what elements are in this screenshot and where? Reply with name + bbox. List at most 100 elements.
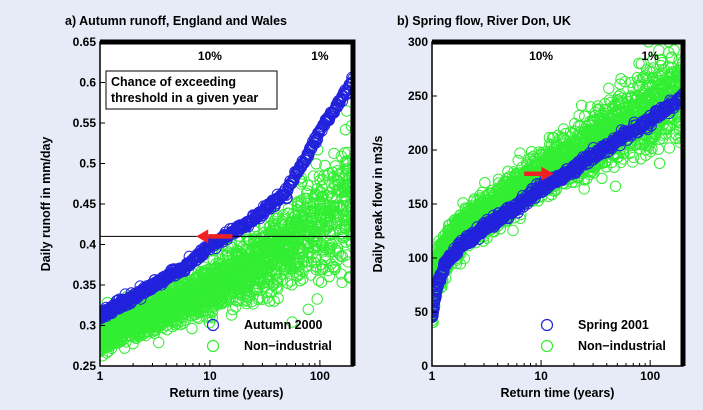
nonindustrial-point xyxy=(230,301,242,313)
y-axis-label: Daily runoff in mm/day xyxy=(39,137,53,272)
nonindustrial-point xyxy=(218,261,230,273)
nonindustrial-point xyxy=(211,278,224,290)
nonindustrial-point xyxy=(313,227,325,239)
nonindustrial-point xyxy=(269,247,281,259)
nonindustrial-point xyxy=(297,218,310,231)
nonindustrial-point xyxy=(673,54,683,66)
nonindustrial-point xyxy=(233,275,246,288)
nonindustrial-point xyxy=(286,263,298,275)
y-tick-label: 0.45 xyxy=(73,197,97,211)
nonindustrial-point xyxy=(507,224,519,237)
nonindustrial-point xyxy=(178,295,190,307)
nonindustrial-point xyxy=(317,173,329,186)
nonindustrial-point xyxy=(272,292,284,304)
nonindustrial-point xyxy=(326,166,339,179)
nonindustrial-point xyxy=(276,274,289,286)
annotation-box xyxy=(105,70,278,110)
nonindustrial-point xyxy=(329,179,341,192)
nonindustrial-point xyxy=(192,312,205,324)
nonindustrial-point xyxy=(609,180,622,193)
nonindustrial-point xyxy=(234,286,246,299)
legend-label: Non−industrial xyxy=(244,339,332,353)
nonindustrial-point xyxy=(342,256,353,268)
nonindustrial-point xyxy=(311,293,323,305)
nonindustrial-point xyxy=(186,322,198,335)
nonindustrial-point xyxy=(237,262,250,274)
nonindustrial-point xyxy=(653,157,666,170)
nonindustrial-point xyxy=(615,73,627,85)
nonindustrial-point xyxy=(584,101,597,113)
nonindustrial-point xyxy=(100,328,107,341)
y-tick-label: 0.25 xyxy=(73,359,97,373)
nonindustrial-point xyxy=(133,303,146,315)
nonindustrial-point xyxy=(298,255,310,267)
legend-marker xyxy=(206,339,220,353)
nonindustrial-point xyxy=(642,42,655,48)
nonindustrial-point xyxy=(284,249,296,261)
nonindustrial-point xyxy=(596,172,608,185)
nonindustrial-point xyxy=(339,186,351,198)
nonindustrial-point xyxy=(187,279,199,291)
nonindustrial-point xyxy=(204,264,216,276)
nonindustrial-point xyxy=(261,286,273,298)
y-tick-label: 0.5 xyxy=(79,157,96,171)
nonindustrial-point xyxy=(654,54,667,66)
annotation-text: Chance of exceeding xyxy=(111,75,236,89)
nonindustrial-point xyxy=(211,299,224,311)
nonindustrial-point xyxy=(309,188,322,200)
nonindustrial-point xyxy=(137,316,149,328)
nonindustrial-point xyxy=(153,308,166,320)
nonindustrial-point xyxy=(129,323,142,336)
nonindustrial-point xyxy=(261,292,273,304)
nonindustrial-point xyxy=(271,283,284,295)
nonindustrial-point xyxy=(252,265,265,277)
x-axis-label: Return time (years) xyxy=(170,386,284,400)
nonindustrial-point xyxy=(319,204,331,217)
nonindustrial-point xyxy=(210,261,223,273)
nonindustrial-point xyxy=(240,284,253,297)
nonindustrial-point xyxy=(672,29,682,39)
top-tick-label: 1% xyxy=(311,49,329,63)
nonindustrial-point xyxy=(245,255,257,268)
nonindustrial-point xyxy=(172,303,184,316)
nonindustrial-point xyxy=(187,293,199,306)
nonindustrial-point xyxy=(264,272,276,284)
nonindustrial-point xyxy=(311,244,323,256)
nonindustrial-point xyxy=(204,311,216,323)
nonindustrial-point xyxy=(278,263,290,276)
nonindustrial-point xyxy=(162,310,174,322)
nonindustrial-point xyxy=(253,281,265,293)
nonindustrial-point xyxy=(117,320,129,333)
nonindustrial-point xyxy=(323,271,335,283)
nonindustrial-point xyxy=(329,160,341,172)
nonindustrial-point xyxy=(316,181,328,193)
nonindustrial-point xyxy=(264,261,277,273)
nonindustrial-point xyxy=(282,219,294,232)
y-tick-label: 0.35 xyxy=(73,278,97,292)
nonindustrial-point xyxy=(328,147,340,160)
nonindustrial-point xyxy=(302,179,314,192)
nonindustrial-point xyxy=(313,170,325,182)
nonindustrial-point xyxy=(608,161,620,173)
nonindustrial-point xyxy=(335,250,347,262)
nonindustrial-point xyxy=(150,300,162,312)
nonindustrial-point xyxy=(133,306,146,318)
nonindustrial-point xyxy=(236,249,248,261)
nonindustrial-point xyxy=(335,268,347,280)
observed-point xyxy=(288,174,300,187)
nonindustrial-point xyxy=(251,244,264,257)
nonindustrial-point xyxy=(343,271,353,283)
nonindustrial-point xyxy=(286,316,298,328)
x-tick-label: 100 xyxy=(310,369,330,383)
nonindustrial-point xyxy=(295,248,308,260)
nonindustrial-point xyxy=(244,271,257,283)
y-tick-label: 0.65 xyxy=(73,35,97,49)
y-tick-label: 0.55 xyxy=(73,116,97,130)
x-tick-label: 10 xyxy=(203,369,217,383)
nonindustrial-point xyxy=(307,233,320,246)
nonindustrial-point xyxy=(106,331,118,343)
nonindustrial-point xyxy=(118,325,130,338)
nonindustrial-point xyxy=(282,207,294,219)
nonindustrial-point xyxy=(209,294,222,306)
